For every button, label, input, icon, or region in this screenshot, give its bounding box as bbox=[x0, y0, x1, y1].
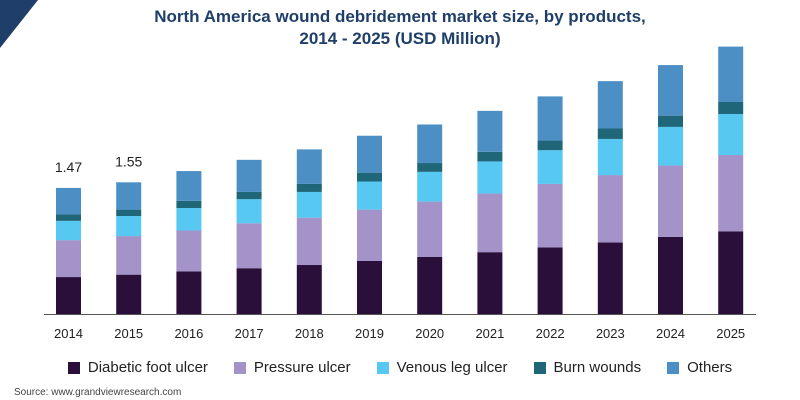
bar-segment-2023-s3 bbox=[597, 128, 623, 139]
x-tick-label-2025: 2025 bbox=[716, 326, 745, 341]
bar-segment-2019-s4 bbox=[357, 135, 382, 173]
bar-segment-2014-s2 bbox=[56, 220, 81, 241]
data-label-2015: 1.55 bbox=[115, 153, 142, 169]
bar-segment-2020-s4 bbox=[417, 124, 443, 164]
legend-item-1: Pressure ulcer bbox=[233, 359, 351, 376]
bar-segment-2022-s2 bbox=[537, 150, 563, 184]
x-tick-label-2020: 2020 bbox=[415, 326, 444, 341]
x-tick-label-2022: 2022 bbox=[536, 326, 565, 341]
legend-item-0: Diabetic foot ulcer bbox=[67, 359, 208, 376]
bar-segment-2016-s1 bbox=[176, 230, 202, 272]
legend-swatch bbox=[233, 361, 246, 374]
chart-legend: Diabetic foot ulcer Pressure ulcer Venous … bbox=[0, 359, 800, 376]
bar-segment-2021-s0 bbox=[477, 252, 503, 314]
legend-label: Burn wounds bbox=[553, 359, 642, 376]
bar-segment-2024-s0 bbox=[658, 236, 683, 314]
bar-segment-2020-s2 bbox=[417, 171, 443, 202]
bar-segment-2019-s1 bbox=[357, 209, 382, 262]
bar-segment-2025-s4 bbox=[718, 46, 744, 103]
bar-segment-2016-s4 bbox=[176, 171, 202, 201]
bar-segment-2023-s4 bbox=[597, 81, 623, 129]
chart-title-line-2: 2014 - 2025 (USD Million) bbox=[299, 29, 501, 48]
bar-segment-2015-s4 bbox=[116, 182, 142, 210]
bar-segment-2015-s1 bbox=[116, 236, 142, 275]
bar-segment-2015-s0 bbox=[116, 274, 142, 314]
source-note: Source: www.grandviewresearch.com bbox=[14, 387, 182, 398]
bar-segment-2021-s3 bbox=[477, 151, 503, 162]
brand-corner-logo bbox=[0, 0, 38, 48]
bar-segment-2017-s2 bbox=[236, 199, 262, 224]
bar-segment-2025-s1 bbox=[718, 155, 744, 232]
bar-segment-2016-s2 bbox=[176, 208, 202, 231]
bar-segment-2015-s3 bbox=[116, 209, 142, 217]
bar-segment-2019-s2 bbox=[357, 181, 382, 210]
bar-segment-2023-s0 bbox=[597, 242, 623, 314]
bar-segment-2014-s0 bbox=[56, 277, 81, 314]
bar-segment-2018-s0 bbox=[296, 265, 322, 314]
legend-label: Diabetic foot ulcer bbox=[87, 359, 208, 376]
legend-item-3: Burn wounds bbox=[533, 359, 642, 376]
x-tick-label-2015: 2015 bbox=[114, 326, 143, 341]
bar-segment-2023-s1 bbox=[597, 175, 623, 243]
bar-segment-2025-s0 bbox=[718, 231, 744, 314]
legend-swatch bbox=[67, 361, 80, 374]
bar-segment-2018-s1 bbox=[296, 217, 322, 266]
legend-item-2: Venous leg ulcer bbox=[376, 359, 508, 376]
bar-segment-2019-s0 bbox=[357, 261, 382, 314]
x-tick-label-2024: 2024 bbox=[656, 326, 685, 341]
bar-segment-2015-s2 bbox=[116, 216, 142, 237]
bar-segment-2018-s3 bbox=[296, 183, 322, 192]
bar-segment-2025-s2 bbox=[718, 114, 744, 156]
bar-segment-2024-s1 bbox=[658, 165, 683, 237]
bar-segment-2025-s3 bbox=[718, 102, 744, 115]
bar-segment-2014-s4 bbox=[56, 187, 81, 215]
bar-segment-2018-s2 bbox=[296, 191, 322, 218]
data-label-2014: 1.47 bbox=[55, 159, 82, 175]
legend-label: Venous leg ulcer bbox=[396, 359, 508, 376]
chart-title: North America wound debridement market s… bbox=[0, 6, 800, 50]
bar-segment-2016-s0 bbox=[176, 271, 202, 314]
bar-segment-2019-s3 bbox=[357, 172, 382, 182]
bar-segment-2023-s2 bbox=[597, 138, 623, 176]
bar-segment-2024-s2 bbox=[658, 126, 683, 166]
legend-item-4: Others bbox=[667, 359, 732, 376]
bar-segment-2020-s0 bbox=[417, 256, 443, 314]
x-tick-label-2016: 2016 bbox=[174, 326, 203, 341]
legend-swatch bbox=[376, 361, 389, 374]
x-tick-label-2014: 2014 bbox=[54, 326, 83, 341]
bar-segment-2018-s4 bbox=[296, 149, 322, 184]
bar-segment-2014-s3 bbox=[56, 214, 81, 221]
x-tick-label-2018: 2018 bbox=[295, 326, 324, 341]
bar-segment-2021-s2 bbox=[477, 161, 503, 194]
bar-segment-2021-s1 bbox=[477, 193, 503, 253]
chart-title-line-1: North America wound debridement market s… bbox=[154, 7, 646, 26]
bar-segment-2016-s3 bbox=[176, 200, 202, 209]
legend-label: Others bbox=[687, 359, 733, 376]
bar-segment-2017-s0 bbox=[236, 268, 262, 314]
bar-segment-2022-s1 bbox=[537, 183, 563, 248]
bar-segment-2024-s3 bbox=[658, 115, 683, 127]
bar-segment-2021-s4 bbox=[477, 110, 503, 152]
x-tick-label-2017: 2017 bbox=[235, 326, 264, 341]
x-tick-label-2021: 2021 bbox=[475, 326, 504, 341]
legend-swatch bbox=[533, 361, 546, 374]
bar-segment-2022-s3 bbox=[537, 140, 563, 151]
bar-segment-2017-s3 bbox=[236, 191, 262, 200]
legend-label: Pressure ulcer bbox=[253, 359, 351, 376]
bar-segment-2014-s1 bbox=[56, 240, 81, 278]
bar-segment-2022-s0 bbox=[537, 247, 563, 314]
bar-segment-2024-s4 bbox=[658, 65, 683, 116]
bar-segment-2022-s4 bbox=[537, 96, 563, 141]
x-tick-label-2023: 2023 bbox=[596, 326, 625, 341]
x-tick-label-2019: 2019 bbox=[355, 326, 384, 341]
bar-segment-2020-s3 bbox=[417, 163, 443, 172]
bar-segment-2017-s1 bbox=[236, 223, 262, 269]
bar-segment-2017-s4 bbox=[236, 159, 262, 192]
legend-swatch bbox=[667, 361, 680, 374]
bar-segment-2020-s1 bbox=[417, 201, 443, 257]
